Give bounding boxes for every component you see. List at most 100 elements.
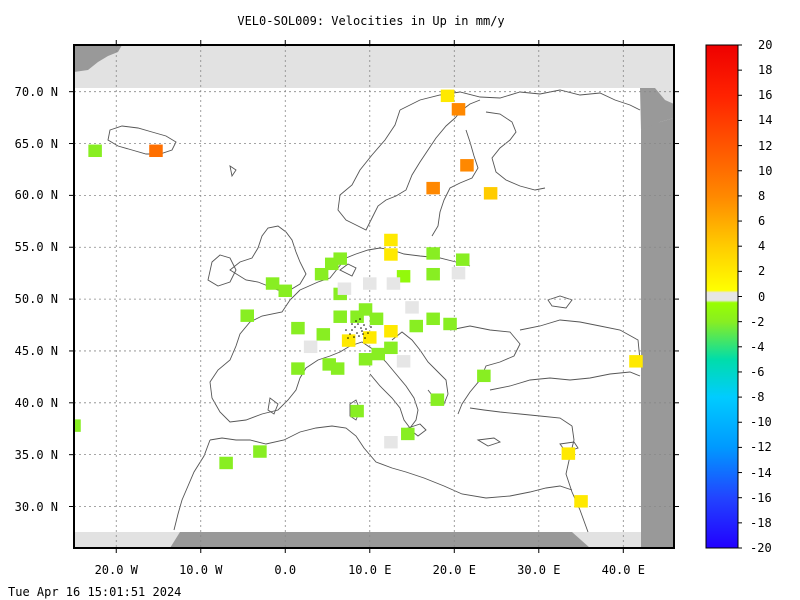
velocity-cell (384, 435, 398, 449)
colorbar-label: -16 (750, 490, 772, 505)
velocity-cell (384, 233, 398, 247)
map-background (74, 45, 674, 548)
colorbar-label: -18 (750, 515, 772, 530)
velocity-cell (333, 310, 347, 323)
colorbar-label: -8 (750, 390, 765, 405)
colorbar-label: 18 (758, 63, 773, 78)
velocity-cell (358, 303, 373, 316)
velocity-cell (291, 362, 305, 375)
lat-tick-label: 30.0 N (14, 499, 58, 514)
axis-ticks (69, 40, 679, 553)
velocity-cell (363, 331, 377, 344)
map-layers (74, 45, 674, 548)
colorbar-label: -6 (750, 364, 765, 379)
velocity-cell (451, 266, 466, 280)
colorbar-label: -12 (750, 440, 772, 455)
velocity-cell (574, 495, 588, 508)
lat-tick-label: 40.0 N (14, 395, 58, 410)
velocity-cell (333, 252, 347, 265)
station-markers (345, 318, 372, 339)
lon-tick-label: 10.0 W (179, 563, 223, 577)
velocity-cell (629, 355, 643, 368)
velocity-cell (460, 159, 474, 172)
velocity-cell (358, 353, 373, 366)
lon-tick-label: 0.0 (274, 563, 297, 577)
velocity-cell (88, 144, 102, 158)
velocity-cell (440, 89, 455, 103)
velocity-cell (337, 282, 352, 295)
lat-tick-label: 55.0 N (14, 240, 58, 255)
velocity-cell (74, 419, 81, 432)
velocity-cell (426, 312, 440, 326)
colorbar-label: 6 (758, 214, 766, 229)
velocity-cell (426, 267, 440, 281)
velocity-cell (384, 341, 398, 355)
velocity-cell (401, 427, 415, 441)
lon-tick-label: 40.0 E (601, 563, 645, 577)
lat-tick-label: 70.0 N (14, 84, 58, 99)
colorbar-label: 12 (758, 138, 773, 153)
lon-tick-label: 10.0 E (348, 563, 392, 577)
land-africa-south (170, 532, 590, 548)
velocity-cell (341, 334, 356, 347)
velocity-cell (430, 393, 445, 406)
colorbar-label: 8 (758, 188, 766, 203)
velocity-cell (316, 328, 331, 341)
velocity-cell (278, 284, 293, 298)
lat-tick-label: 65.0 N (14, 136, 58, 151)
velocity-cell (384, 325, 398, 338)
velocity-cell (455, 253, 470, 266)
lon-tick-label: 20.0 E (432, 563, 476, 577)
velocity-cell (350, 404, 364, 418)
colorbar-label: 20 (758, 38, 773, 52)
coastlines (107, 89, 641, 533)
velocity-cell (443, 317, 457, 331)
lat-tick-label: 35.0 N (14, 447, 58, 462)
velocity-cell (426, 181, 440, 195)
land-east (641, 118, 674, 548)
velocity-cell (369, 312, 384, 326)
colorbar-label: 16 (758, 88, 773, 103)
colorbar-gradient (705, 44, 739, 549)
no-data-top-region (74, 45, 674, 88)
map-frame (73, 44, 675, 549)
velocity-cell (303, 340, 318, 354)
land-scandinavia-north (640, 88, 674, 130)
colorbar-label: -10 (750, 415, 772, 430)
velocity-cell (363, 277, 377, 290)
velocity-cell (426, 247, 440, 260)
velocity-cell (265, 277, 280, 290)
lat-tick-label: 50.0 N (14, 292, 58, 307)
land-greenland (74, 45, 122, 72)
velocity-cell (561, 447, 576, 460)
velocity-cell (240, 309, 254, 322)
velocity-cell (477, 369, 491, 383)
velocity-cell (405, 301, 419, 314)
timestamp: Tue Apr 16 15:01:51 2024 (8, 585, 182, 599)
colorbar-label: -2 (750, 314, 765, 329)
velocity-cell (291, 321, 305, 335)
colorbar-label: 10 (758, 163, 773, 178)
colorbar-label: -14 (750, 465, 772, 480)
velocity-cell (330, 362, 345, 375)
velocity-cell (396, 355, 411, 368)
colorbar-label: 4 (758, 239, 766, 254)
colorbar-label: 2 (758, 264, 766, 279)
colorbar-label: -20 (750, 541, 772, 555)
velocity-cell (386, 277, 401, 290)
velocity-cell (371, 347, 385, 361)
velocity-cell (253, 445, 267, 458)
colorbar-ticks (738, 44, 742, 549)
velocity-cell (409, 319, 424, 333)
map-title: VEL0-SOL009: Velocities in Up in mm/y (237, 14, 505, 28)
lat-tick-label: 45.0 N (14, 343, 58, 358)
lat-tick-label: 60.0 N (14, 188, 58, 203)
lon-tick-label: 20.0 W (94, 563, 138, 577)
colorbar-label: -4 (750, 339, 765, 354)
velocity-cell (451, 103, 466, 116)
lon-tick-label: 30.0 E (517, 563, 561, 577)
velocity-cells (74, 89, 643, 508)
velocity-cell (149, 144, 163, 158)
velocity-cell (219, 456, 233, 470)
